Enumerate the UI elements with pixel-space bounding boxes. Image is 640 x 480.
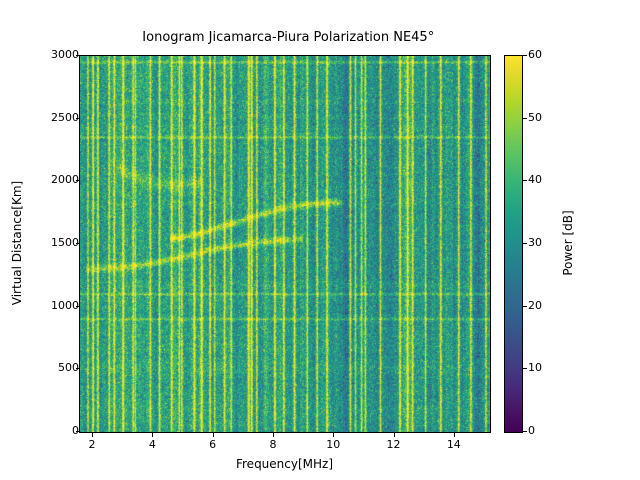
y-tick-mark bbox=[75, 117, 79, 119]
colorbar-tick-labels: 0 10 20 30 40 50 60 bbox=[523, 49, 583, 436]
y-axis-label: Virtual Distance[Km] bbox=[10, 180, 24, 306]
y-tick-mark bbox=[75, 368, 79, 370]
y-tick-marks bbox=[75, 55, 80, 432]
y-axis-label-wrap: Virtual Distance[Km] bbox=[9, 55, 24, 431]
colorbar-tick-label: 50 bbox=[528, 110, 542, 124]
y-tick-label: 1000 bbox=[51, 298, 79, 312]
colorbar-gradient bbox=[505, 56, 522, 432]
colorbar-tick-mark bbox=[523, 431, 527, 432]
ionogram-heatmap-canvas bbox=[80, 56, 490, 432]
x-tick-label: 14 bbox=[446, 438, 461, 451]
y-tick-labels: 0 500 1000 1500 2000 2500 3000 bbox=[28, 49, 79, 436]
colorbar-tick-label: 10 bbox=[528, 361, 542, 375]
y-tick-label: 500 bbox=[58, 361, 79, 375]
colorbar-label: Power [dB] bbox=[561, 210, 575, 276]
figure-title-line1: Ionogram Jicamarca-Piura Polarization NE… bbox=[142, 30, 435, 45]
y-tick-mark bbox=[75, 55, 79, 56]
x-tick-label: 12 bbox=[386, 438, 401, 451]
x-tick-mark bbox=[393, 433, 395, 437]
ionogram-plot-area bbox=[79, 55, 491, 433]
y-tick-label: 2000 bbox=[51, 173, 79, 187]
x-axis-label: Frequency[MHz] bbox=[235, 457, 334, 471]
y-tick-mark bbox=[75, 431, 79, 432]
colorbar-tick-mark bbox=[523, 117, 527, 119]
colorbar-tick-mark bbox=[523, 305, 527, 307]
colorbar-tick-mark bbox=[523, 180, 527, 182]
x-tick-label: 10 bbox=[326, 438, 341, 451]
x-tick-mark bbox=[333, 433, 335, 437]
y-tick-mark bbox=[75, 243, 79, 244]
x-tick-mark bbox=[453, 433, 455, 437]
x-tick-label: 8 bbox=[269, 438, 277, 451]
x-tick-mark bbox=[272, 433, 274, 437]
colorbar-tick-mark bbox=[523, 55, 527, 56]
colorbar-tick-label: 40 bbox=[528, 173, 542, 187]
colorbar-tick-label: 20 bbox=[528, 298, 542, 312]
colorbar-tick-label: 0 bbox=[528, 424, 535, 437]
colorbar-tick-label: 60 bbox=[528, 48, 542, 61]
y-tick-label: 2500 bbox=[51, 110, 79, 124]
colorbar-tick-label: 30 bbox=[528, 236, 542, 249]
colorbar-tick-mark bbox=[523, 368, 527, 370]
x-tick-labels: 2 4 6 8 10 12 14 bbox=[79, 433, 490, 451]
x-tick-mark bbox=[152, 433, 154, 437]
x-tick-mark bbox=[92, 433, 94, 437]
y-tick-label: 0 bbox=[33, 425, 79, 436]
y-tick-label: 3000 bbox=[51, 48, 79, 61]
x-tick-label: 4 bbox=[148, 438, 156, 451]
x-tick-mark bbox=[212, 433, 214, 437]
y-tick-mark bbox=[75, 180, 79, 182]
y-tick-label: 1500 bbox=[51, 236, 79, 249]
y-tick-mark bbox=[75, 305, 79, 307]
colorbar-label-wrap: Power [dB] bbox=[560, 55, 575, 431]
colorbar-tick-mark bbox=[523, 243, 527, 244]
colorbar bbox=[504, 55, 523, 433]
x-tick-label: 2 bbox=[88, 438, 96, 451]
x-tick-label: 6 bbox=[209, 438, 217, 451]
